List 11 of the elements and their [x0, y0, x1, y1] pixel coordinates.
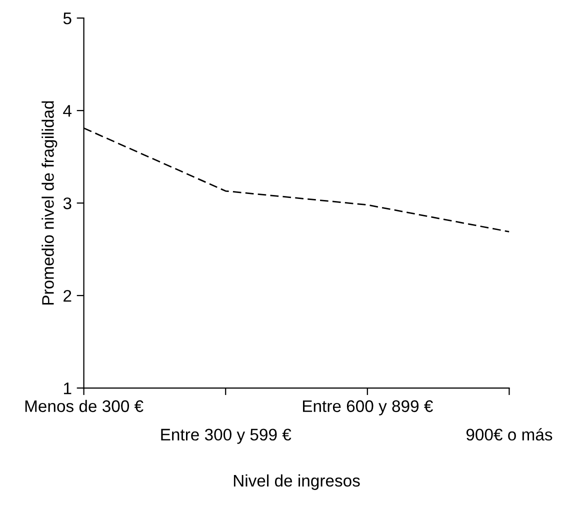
y-axis-title: Promedio nivel de fragilidad	[42, 101, 58, 305]
y-tick-label: 2	[64, 290, 72, 302]
y-tick-label: 3	[63, 197, 72, 210]
y-tick-label: 1	[64, 382, 72, 394]
x-axis-title: Nivel de ingresos	[234, 474, 360, 490]
x-tick-label: Entre 600 y 899 €	[303, 400, 433, 416]
y-tick-label: 5	[63, 12, 72, 24]
x-tick-label: Entre 300 y 599 €	[161, 428, 292, 444]
x-tick-label: Menos de 300 €	[25, 400, 144, 412]
y-tick-label: 4	[63, 105, 72, 117]
x-tick-label: 900€ o más	[466, 428, 552, 441]
